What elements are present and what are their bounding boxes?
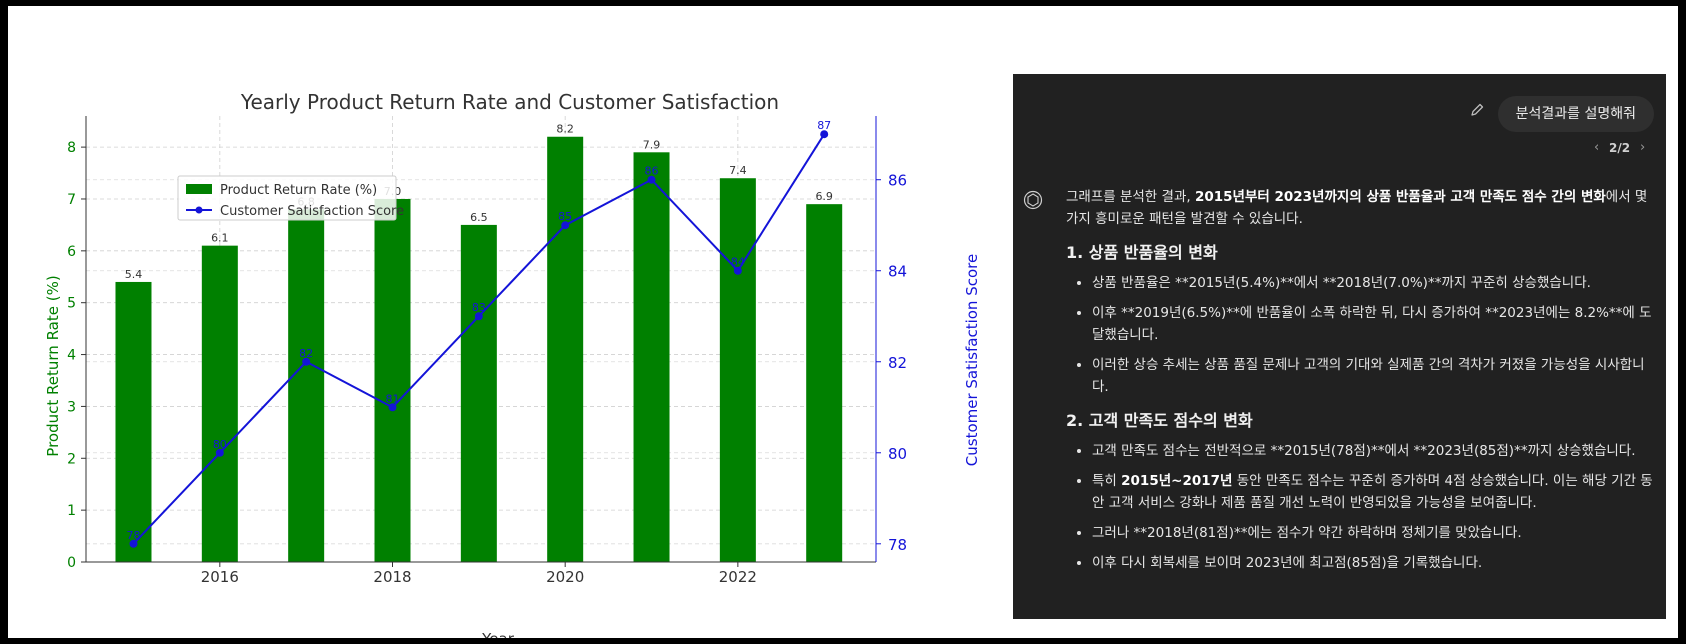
left-tick-label: 0: [67, 555, 76, 571]
openai-logo-icon: [1023, 190, 1043, 210]
left-tick-label: 1: [67, 503, 76, 519]
satisfaction-value-label: 78: [126, 529, 140, 542]
intro-text: 그래프를 분석한 결과,: [1066, 189, 1195, 205]
legend-label-return-rate: Product Return Rate (%): [220, 183, 377, 198]
bar-value-label: 7.4: [729, 164, 747, 177]
screenshot-canvas: 5.46.16.87.06.58.27.97.46.9 788082818385…: [8, 6, 1678, 638]
left-tick-label: 4: [67, 348, 76, 364]
x-axis-label: Year: [481, 630, 515, 638]
list-item: 특히 2015년~2017년 동안 만족도 점수는 꾸준히 증가하며 4점 상승…: [1092, 470, 1656, 514]
right-tick-label: 82: [888, 354, 907, 372]
satisfaction-value-label: 81: [386, 392, 400, 405]
list-item: 그러나 **2018년(81점)**에는 점수가 약간 하락하며 정체기를 맞았…: [1092, 522, 1656, 544]
satisfaction-value-label: 85: [558, 210, 572, 223]
bar-return-rate: [719, 178, 756, 563]
section-heading-return-rate: 1. 상품 반품율의 변화: [1066, 243, 1218, 262]
bar-return-rate: [806, 204, 843, 563]
satisfaction-point: [302, 357, 311, 366]
chat-panel: 분석결과를 설명해줘 ‹ 2/2 › 그래프를 분석한 결과, 2015년부터 …: [1013, 74, 1666, 619]
list-item: 고객 만족도 점수는 전반적으로 **2015년(78점)**에서 **2023…: [1092, 440, 1656, 462]
line-series: 78 80 82 81 83 85 86 84 87: [126, 119, 831, 548]
return-rate-list: 상품 반품율은 **2015년(5.4%)**에서 **2018년(7.0%)*…: [1066, 272, 1656, 398]
left-tick-label: 8: [67, 140, 76, 156]
satisfaction-value-label: 82: [299, 347, 313, 360]
bar-return-rate: [374, 198, 411, 562]
list-item: 이후 **2019년(6.5%)**에 반품율이 소폭 하락한 뒤, 다시 증가…: [1092, 302, 1656, 346]
bar-return-rate: [115, 281, 152, 562]
intro-bold-text: 2015년부터 2023년까지의 상품 반품율과 고객 만족도 점수 간의 변화: [1194, 189, 1606, 205]
satisfaction-point: [215, 448, 224, 457]
right-tick-label: 78: [888, 536, 907, 554]
list-item: 상품 반품율은 **2015년(5.4%)**에서 **2018년(7.0%)*…: [1092, 272, 1656, 294]
left-tick-label: 3: [67, 399, 76, 415]
bar-return-rate: [460, 224, 497, 562]
bar-value-label: 6.9: [815, 190, 833, 203]
legend-frame: [177, 175, 397, 221]
left-tick-label: 2: [67, 451, 76, 467]
satisfaction-point: [647, 175, 656, 184]
right-tick-label: 86: [888, 172, 907, 190]
response-pager: ‹ 2/2 ›: [1588, 140, 1651, 155]
answer-intro: 그래프를 분석한 결과, 2015년부터 2023년까지의 상품 반품율과 고객…: [1066, 186, 1656, 230]
satisfaction-point: [733, 266, 742, 275]
list-item: 이후 다시 회복세를 보이며 2023년에 최고점(85점)을 기록했습니다.: [1092, 552, 1656, 574]
item-bold-text: 2015년~2017년: [1121, 473, 1233, 489]
bar-value-label: 7.9: [643, 138, 661, 151]
satisfaction-point: [388, 403, 397, 412]
item-text: 특히: [1092, 473, 1122, 489]
right-tick-label: 84: [888, 263, 907, 281]
list-item: 이러한 상승 추세는 상품 품질 문제나 고객의 기대와 실제품 간의 격차가 …: [1092, 354, 1656, 398]
satisfaction-value-label: 86: [645, 165, 659, 178]
y-axis-label-right: Customer Satisfaction Score: [963, 254, 981, 466]
satisfaction-value-label: 84: [731, 256, 745, 269]
pencil-icon[interactable]: [1469, 102, 1485, 118]
chart-title: Yearly Product Return Rate and Customer …: [240, 90, 779, 114]
legend-line-marker: [195, 206, 203, 214]
x-tick-label: 2020: [546, 568, 584, 586]
x-tick-label: 2018: [373, 568, 411, 586]
bar-series: [115, 136, 843, 563]
left-tick-label: 5: [67, 296, 76, 312]
right-tick-label: 80: [888, 445, 907, 463]
chevron-right-icon[interactable]: ›: [1639, 140, 1646, 155]
bar-return-rate: [633, 152, 670, 563]
combo-chart: 5.46.16.87.06.58.27.97.46.9 788082818385…: [44, 90, 981, 638]
intro-text-end: 에서 몇 가지 흥미로운 패턴을 발견할 수 있습니다.: [1066, 189, 1648, 227]
legend-label-satisfaction: Customer Satisfaction Score: [220, 204, 404, 219]
satisfaction-point: [820, 130, 829, 139]
item-text-end: 동안 만족도 점수는 꾸준히 증가하며 4점 상승했습니다. 이는 해당 기간 …: [1092, 473, 1653, 511]
satisfaction-point: [561, 221, 570, 230]
bar-return-rate: [547, 136, 584, 562]
bar-value-label: 5.4: [125, 268, 143, 281]
x-tick-label: 2016: [201, 568, 239, 586]
satisfaction-list: 고객 만족도 점수는 전반적으로 **2015년(78점)**에서 **2023…: [1066, 440, 1656, 574]
user-message-bubble: 분석결과를 설명해줘: [1497, 96, 1654, 132]
satisfaction-value-label: 87: [817, 119, 831, 132]
bar-return-rate: [201, 245, 238, 562]
left-tick-label: 7: [67, 192, 76, 208]
satisfaction-value-label: 80: [213, 438, 227, 451]
satisfaction-point: [129, 539, 138, 548]
chart-legend: Product Return Rate (%) Customer Satisfa…: [177, 175, 404, 221]
page-counter: 2/2: [1609, 140, 1631, 155]
chevron-left-icon[interactable]: ‹: [1594, 140, 1600, 155]
bar-value-label: 8.2: [556, 123, 574, 136]
bar-value-label: 6.1: [211, 232, 229, 245]
x-tick-label: 2022: [719, 568, 757, 586]
bar-return-rate: [288, 209, 325, 563]
bar-value-label: 6.5: [470, 211, 488, 224]
assistant-answer: 그래프를 분석한 결과, 2015년부터 2023년까지의 상품 반품율과 고객…: [1066, 186, 1656, 586]
left-tick-label: 6: [67, 244, 76, 260]
section-heading-satisfaction: 2. 고객 만족도 점수의 변화: [1066, 411, 1253, 430]
legend-bar-swatch: [186, 184, 212, 194]
satisfaction-value-label: 83: [472, 301, 486, 314]
satisfaction-point: [474, 312, 483, 321]
y-axis-label-left: Product Return Rate (%): [44, 275, 62, 456]
